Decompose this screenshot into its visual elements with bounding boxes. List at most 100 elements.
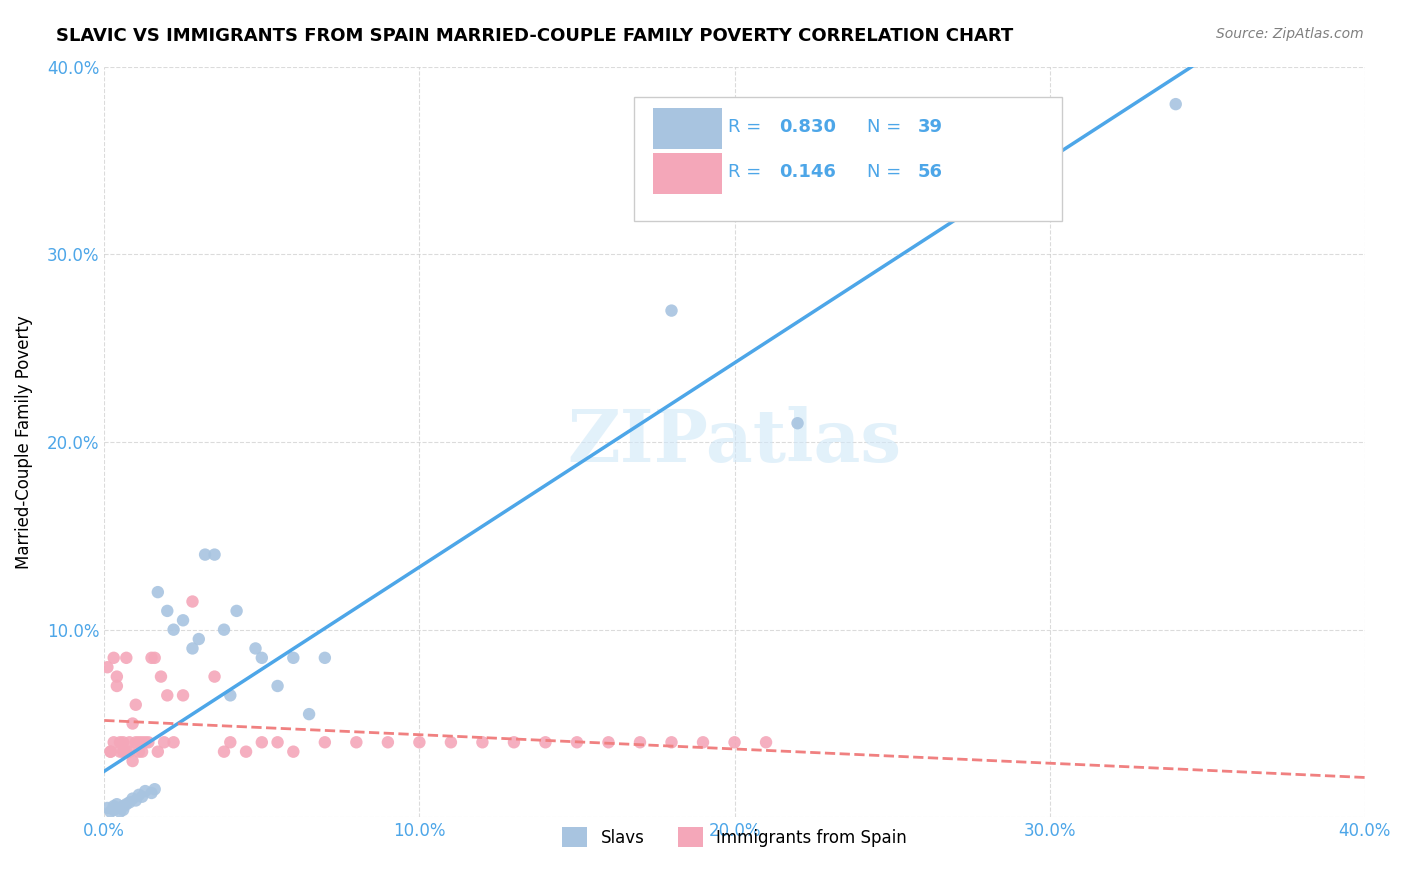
Point: [105, 670, 128, 684]
Text: 39: 39: [917, 118, 942, 136]
Point: [103, 735, 125, 749]
Point: [143, 650, 166, 665]
Y-axis label: Married-Couple Family Poverty: Married-Couple Family Poverty: [15, 315, 32, 569]
Point: [266, 735, 288, 749]
Point: [143, 782, 166, 797]
Point: [408, 735, 430, 749]
Point: [156, 689, 179, 703]
Point: [118, 795, 141, 809]
Text: N =: N =: [868, 162, 901, 181]
Point: [118, 735, 141, 749]
Point: [146, 745, 169, 759]
Point: [108, 735, 131, 749]
Point: [250, 735, 273, 749]
Legend: Slavs, Immigrants from Spain: Slavs, Immigrants from Spain: [555, 821, 914, 854]
Point: [131, 789, 153, 804]
Point: [121, 754, 143, 768]
Text: 56: 56: [917, 162, 942, 181]
Point: [141, 650, 163, 665]
Point: [96, 801, 118, 815]
Point: [146, 585, 169, 599]
Text: 0.830: 0.830: [779, 118, 835, 136]
Point: [149, 670, 172, 684]
Point: [283, 745, 305, 759]
Point: [565, 735, 588, 749]
Text: N =: N =: [868, 118, 901, 136]
Point: [440, 735, 463, 749]
Point: [283, 650, 305, 665]
Point: [212, 623, 235, 637]
Point: [187, 632, 209, 646]
Point: [125, 698, 148, 712]
Point: [131, 745, 153, 759]
Point: [112, 799, 135, 814]
FancyBboxPatch shape: [652, 153, 721, 194]
Point: [134, 784, 156, 798]
Point: [115, 650, 138, 665]
Point: [628, 735, 651, 749]
Point: [314, 650, 336, 665]
Point: [172, 689, 194, 703]
FancyBboxPatch shape: [652, 108, 721, 149]
Point: [225, 604, 247, 618]
Point: [1164, 97, 1187, 112]
Point: [692, 735, 714, 749]
Point: [141, 786, 163, 800]
Point: [128, 788, 150, 802]
Point: [134, 735, 156, 749]
FancyBboxPatch shape: [634, 96, 1063, 220]
Point: [108, 801, 131, 815]
Text: 0.146: 0.146: [779, 162, 835, 181]
Point: [723, 735, 745, 749]
Point: [121, 791, 143, 805]
Point: [103, 650, 125, 665]
Point: [138, 735, 160, 749]
Point: [103, 799, 125, 814]
Point: [250, 650, 273, 665]
Point: [115, 797, 138, 812]
Text: Source: ZipAtlas.com: Source: ZipAtlas.com: [1216, 27, 1364, 41]
Point: [162, 623, 184, 637]
Point: [245, 641, 267, 656]
Text: R =: R =: [728, 118, 762, 136]
Point: [598, 735, 620, 749]
Point: [156, 604, 179, 618]
Point: [314, 735, 336, 749]
Point: [100, 805, 122, 819]
Point: [204, 670, 226, 684]
Point: [121, 716, 143, 731]
Point: [755, 735, 778, 749]
Point: [266, 679, 288, 693]
Point: [112, 745, 135, 759]
Text: SLAVIC VS IMMIGRANTS FROM SPAIN MARRIED-COUPLE FAMILY POVERTY CORRELATION CHART: SLAVIC VS IMMIGRANTS FROM SPAIN MARRIED-…: [56, 27, 1014, 45]
Point: [112, 803, 135, 817]
Point: [212, 745, 235, 759]
Point: [661, 303, 683, 318]
Point: [103, 803, 125, 817]
Point: [235, 745, 257, 759]
Point: [100, 745, 122, 759]
Point: [377, 735, 399, 749]
Point: [115, 745, 138, 759]
Point: [344, 735, 367, 749]
Point: [471, 735, 494, 749]
Point: [181, 641, 204, 656]
Point: [204, 548, 226, 562]
Point: [105, 801, 128, 815]
Text: R =: R =: [728, 162, 762, 181]
Point: [219, 735, 242, 749]
Point: [118, 745, 141, 759]
Point: [96, 660, 118, 674]
Text: ZIPatlas: ZIPatlas: [568, 407, 901, 477]
Point: [105, 679, 128, 693]
Point: [181, 594, 204, 608]
Point: [786, 416, 808, 430]
Point: [661, 735, 683, 749]
Point: [153, 735, 176, 749]
Point: [131, 735, 153, 749]
Point: [162, 735, 184, 749]
Point: [105, 797, 128, 812]
Point: [108, 745, 131, 759]
Point: [298, 707, 321, 722]
Point: [100, 745, 122, 759]
